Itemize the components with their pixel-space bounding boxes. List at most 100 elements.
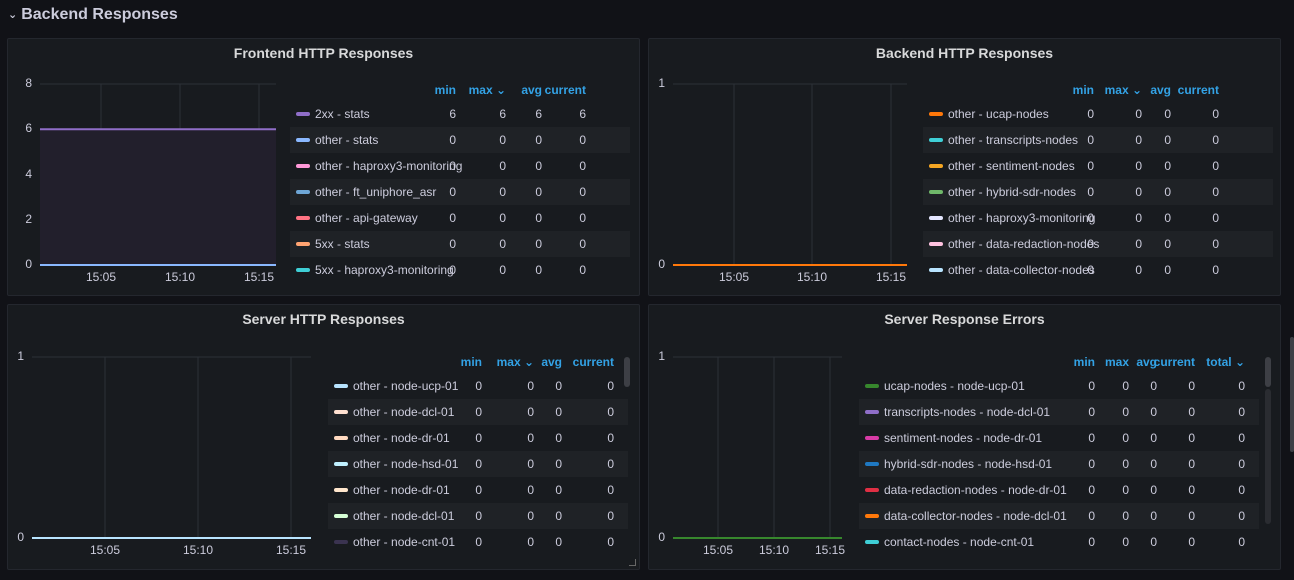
legend-scrollbar[interactable]: [1265, 357, 1271, 387]
series-color-swatch[interactable]: [334, 384, 348, 388]
legend-column-current[interactable]: current: [1177, 83, 1219, 97]
legend-column-max[interactable]: max ⌄: [468, 83, 506, 97]
legend-row[interactable]: other - node-dcl-01 0 0 0 0: [328, 399, 628, 425]
legend-scrollbar-track[interactable]: [1265, 389, 1271, 524]
legend-series-name[interactable]: other - node-dcl-01: [353, 405, 455, 419]
legend-row[interactable]: other - data-redaction-nodes 0 0 0 0: [923, 231, 1273, 257]
legend-series-name[interactable]: other - node-dr-01: [353, 431, 450, 445]
legend-row[interactable]: ucap-nodes - node-ucp-01 0 0 0 0 0: [859, 373, 1259, 399]
legend-row[interactable]: other - node-dcl-01 0 0 0 0: [328, 503, 628, 529]
series-color-swatch[interactable]: [865, 462, 879, 466]
series-color-swatch[interactable]: [865, 488, 879, 492]
legend-series-name[interactable]: other - node-dcl-01: [353, 509, 455, 523]
legend-column-avg[interactable]: avg: [1136, 355, 1157, 369]
panel-title[interactable]: Server Response Errors: [884, 311, 1045, 327]
legend-column-min[interactable]: min: [1073, 355, 1095, 369]
legend-column-min[interactable]: min: [434, 83, 456, 97]
legend-series-name[interactable]: contact-nodes - node-cnt-01: [884, 535, 1035, 549]
legend-series-name[interactable]: other - haproxy3-monitoring: [948, 211, 1096, 225]
legend-row[interactable]: other - node-cnt-01 0 0 0 0: [328, 529, 628, 555]
series-color-swatch[interactable]: [334, 540, 348, 544]
series-color-swatch[interactable]: [929, 190, 943, 194]
legend-row[interactable]: transcripts-nodes - node-dcl-01 0 0 0 0 0: [859, 399, 1259, 425]
legend-row[interactable]: other - ucap-nodes 0 0 0 0: [923, 101, 1273, 127]
legend-row[interactable]: other - node-dr-01 0 0 0 0: [328, 477, 628, 503]
series-color-swatch[interactable]: [334, 462, 348, 466]
series-color-swatch[interactable]: [929, 164, 943, 168]
legend-row[interactable]: data-collector-nodes - node-dcl-01 0 0 0 0 0: [859, 503, 1259, 529]
legend-column-max[interactable]: max ⌄: [496, 355, 534, 369]
legend-series-name[interactable]: other - data-redaction-nodes: [948, 237, 1100, 251]
legend-row[interactable]: other - data-collector-nodes 0 0 0 0: [923, 257, 1273, 283]
series-color-swatch[interactable]: [334, 436, 348, 440]
legend-row[interactable]: other - ft_uniphore_asr 0 0 0 0: [290, 179, 630, 205]
legend-series-name[interactable]: other - node-dr-01: [353, 483, 450, 497]
legend-series-name[interactable]: sentiment-nodes - node-dr-01: [884, 431, 1043, 445]
page-scrollbar[interactable]: [1290, 337, 1294, 452]
legend-row[interactable]: other - sentiment-nodes 0 0 0 0: [923, 153, 1273, 179]
legend-row[interactable]: other - api-gateway 0 0 0 0: [290, 205, 630, 231]
legend-scrollbar[interactable]: [624, 357, 630, 387]
legend-row[interactable]: other - stats 0 0 0 0: [290, 127, 630, 153]
chevron-down-icon[interactable]: ⌄: [8, 8, 18, 21]
legend-column-avg[interactable]: avg: [521, 83, 542, 97]
legend-series-name[interactable]: 5xx - haproxy3-monitoring: [315, 263, 454, 277]
legend-column-current[interactable]: current: [572, 355, 614, 369]
legend-series-name[interactable]: other - api-gateway: [315, 211, 418, 225]
legend-series-name[interactable]: other - sentiment-nodes: [948, 159, 1075, 173]
legend-row[interactable]: other - haproxy3-monitoring 0 0 0 0: [290, 153, 630, 179]
legend-series-name[interactable]: other - ft_uniphore_asr: [315, 185, 437, 199]
legend-column-avg[interactable]: avg: [541, 355, 562, 369]
legend-series-name[interactable]: hybrid-sdr-nodes - node-hsd-01: [884, 457, 1053, 471]
series-color-swatch[interactable]: [865, 540, 879, 544]
series-color-swatch[interactable]: [865, 436, 879, 440]
time-series-plot[interactable]: [673, 356, 842, 539]
legend-series-name[interactable]: other - data-collector-nodes: [948, 263, 1095, 277]
legend-series-name[interactable]: other - node-hsd-01: [353, 457, 459, 471]
time-series-plot[interactable]: [32, 356, 311, 539]
row-header-backend-responses[interactable]: ⌄ Backend Responses: [8, 4, 178, 26]
legend-row[interactable]: other - transcripts-nodes 0 0 0 0: [923, 127, 1273, 153]
legend-series-name[interactable]: other - node-cnt-01: [353, 535, 456, 549]
legend-row[interactable]: 2xx - stats 6 6 6 6: [290, 101, 630, 127]
series-color-swatch[interactable]: [929, 138, 943, 142]
legend-row[interactable]: hybrid-sdr-nodes - node-hsd-01 0 0 0 0 0: [859, 451, 1259, 477]
legend-series-name[interactable]: other - hybrid-sdr-nodes: [948, 185, 1077, 199]
legend-column-avg[interactable]: avg: [1150, 83, 1171, 97]
series-color-swatch[interactable]: [296, 138, 310, 142]
legend-column-max[interactable]: max ⌄: [1104, 83, 1142, 97]
legend-series-name[interactable]: data-collector-nodes - node-dcl-01: [884, 509, 1067, 523]
legend-row[interactable]: other - node-dr-01 0 0 0 0: [328, 425, 628, 451]
series-color-swatch[interactable]: [296, 190, 310, 194]
legend-row[interactable]: 5xx - haproxy3-monitoring 0 0 0 0: [290, 257, 630, 283]
series-color-swatch[interactable]: [929, 112, 943, 116]
legend-series-name[interactable]: other - stats: [315, 133, 379, 147]
legend-series-name[interactable]: transcripts-nodes - node-dcl-01: [884, 405, 1051, 419]
legend-series-name[interactable]: 5xx - stats: [315, 237, 370, 251]
legend-series-name[interactable]: other - haproxy3-monitoring: [315, 159, 463, 173]
series-color-swatch[interactable]: [929, 242, 943, 246]
series-color-swatch[interactable]: [296, 268, 310, 272]
series-color-swatch[interactable]: [296, 242, 310, 246]
series-color-swatch[interactable]: [865, 410, 879, 414]
legend-series-name[interactable]: 2xx - stats: [315, 107, 370, 121]
panel-title[interactable]: Frontend HTTP Responses: [233, 45, 414, 61]
legend-series-name[interactable]: data-redaction-nodes - node-dr-01: [884, 483, 1067, 497]
series-color-swatch[interactable]: [334, 514, 348, 518]
legend-row[interactable]: data-redaction-nodes - node-dr-01 0 0 0 0 0: [859, 477, 1259, 503]
series-color-swatch[interactable]: [334, 410, 348, 414]
legend-column-current[interactable]: current: [1153, 355, 1195, 369]
legend-row[interactable]: other - haproxy3-monitoring 0 0 0 0: [923, 205, 1273, 231]
series-color-swatch[interactable]: [865, 514, 879, 518]
legend-column-current[interactable]: current: [544, 83, 586, 97]
panel-title[interactable]: Server HTTP Responses: [242, 311, 405, 327]
panel-title[interactable]: Backend HTTP Responses: [875, 45, 1054, 61]
series-color-swatch[interactable]: [296, 216, 310, 220]
series-color-swatch[interactable]: [929, 268, 943, 272]
legend-row[interactable]: sentiment-nodes - node-dr-01 0 0 0 0 0: [859, 425, 1259, 451]
legend-column-min[interactable]: min: [1072, 83, 1094, 97]
legend-row[interactable]: contact-nodes - node-cnt-01 0 0 0 0 0: [859, 529, 1259, 555]
series-color-swatch[interactable]: [296, 164, 310, 168]
series-color-swatch[interactable]: [865, 384, 879, 388]
legend-series-name[interactable]: other - ucap-nodes: [948, 107, 1049, 121]
